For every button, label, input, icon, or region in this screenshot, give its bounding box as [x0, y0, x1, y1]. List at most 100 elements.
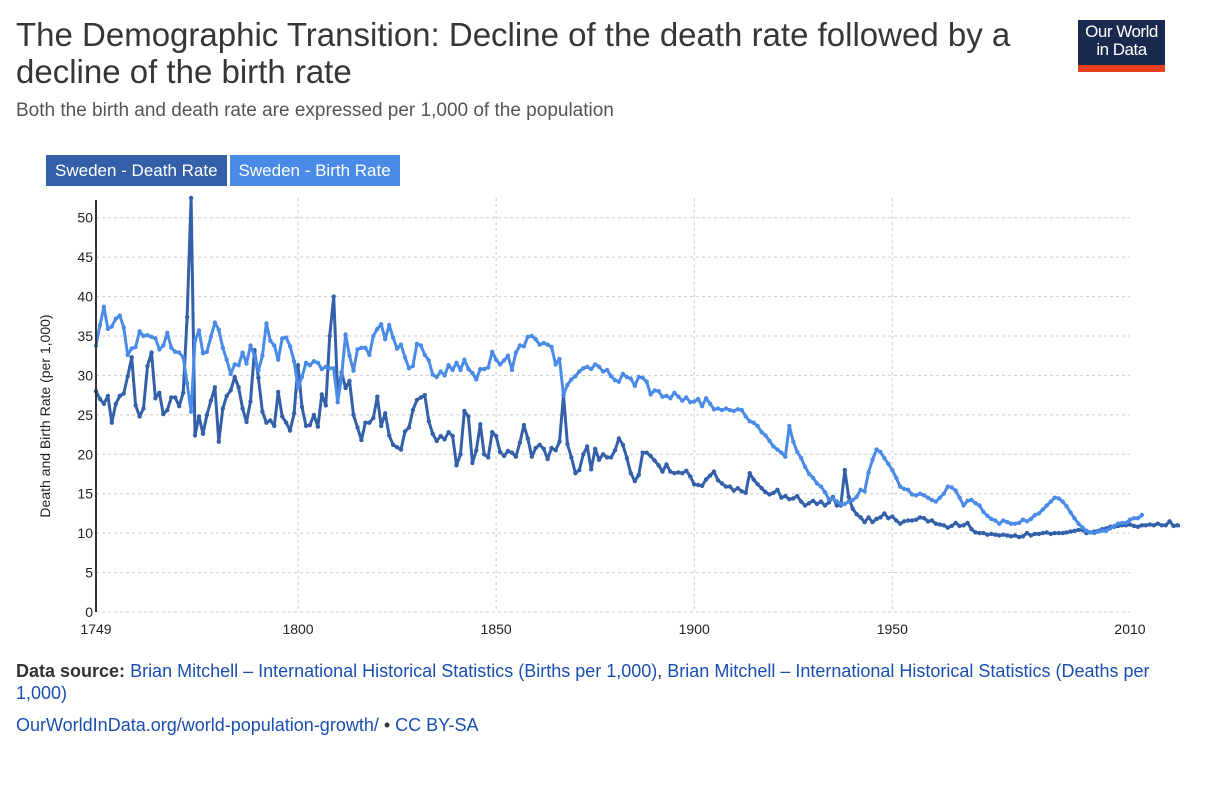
data-point-death[interactable] [1008, 534, 1014, 539]
data-point-death[interactable] [383, 411, 388, 416]
data-point-birth[interactable] [272, 343, 277, 348]
data-point-death[interactable] [1036, 531, 1042, 537]
data-point-death[interactable] [1171, 523, 1176, 529]
data-point-death[interactable] [545, 456, 550, 462]
data-point-birth[interactable] [929, 497, 935, 503]
data-point-death[interactable] [355, 425, 360, 430]
data-point-death[interactable] [291, 411, 297, 416]
data-point-death[interactable] [141, 406, 146, 411]
data-point-birth[interactable] [406, 366, 412, 371]
data-point-death[interactable] [1048, 531, 1054, 537]
data-point-birth[interactable] [882, 456, 887, 461]
data-point-death[interactable] [299, 404, 305, 410]
data-point-death[interactable] [216, 439, 221, 444]
data-point-death[interactable] [188, 195, 194, 201]
data-point-birth[interactable] [589, 366, 594, 372]
data-point-birth[interactable] [458, 367, 463, 373]
data-point-birth[interactable] [699, 404, 705, 409]
data-point-death[interactable] [161, 411, 166, 417]
license-link[interactable]: CC BY-SA [395, 715, 479, 735]
data-point-birth[interactable] [600, 369, 606, 374]
data-point-birth[interactable] [735, 407, 740, 412]
data-point-birth[interactable] [517, 343, 523, 348]
data-point-birth[interactable] [529, 333, 534, 339]
data-point-death[interactable] [173, 395, 178, 400]
data-point-death[interactable] [1052, 530, 1057, 536]
data-point-birth[interactable] [422, 352, 427, 358]
data-point-death[interactable] [818, 499, 824, 504]
data-point-birth[interactable] [771, 444, 776, 449]
data-point-birth[interactable] [561, 392, 566, 398]
data-point-death[interactable] [814, 501, 820, 507]
data-point-birth[interactable] [620, 371, 626, 377]
data-point-birth[interactable] [470, 370, 475, 376]
data-point-birth[interactable] [442, 373, 447, 378]
data-point-death[interactable] [719, 481, 725, 486]
data-point-birth[interactable] [1016, 520, 1022, 526]
data-point-death[interactable] [228, 388, 233, 393]
data-point-death[interactable] [632, 478, 637, 484]
data-point-death[interactable] [149, 350, 154, 355]
data-point-birth[interactable] [248, 343, 253, 348]
data-point-death[interactable] [909, 518, 915, 523]
data-point-birth[interactable] [125, 352, 130, 358]
data-point-birth[interactable] [161, 343, 166, 348]
data-point-birth[interactable] [1052, 495, 1057, 500]
data-point-death[interactable] [593, 446, 598, 451]
data-point-birth[interactable] [707, 401, 713, 406]
data-point-birth[interactable] [359, 345, 364, 350]
data-point-birth[interactable] [1072, 516, 1077, 521]
data-point-birth[interactable] [755, 423, 760, 429]
data-point-birth[interactable] [1135, 516, 1141, 521]
data-point-death[interactable] [363, 420, 368, 425]
data-point-death[interactable] [573, 471, 578, 476]
data-point-birth[interactable] [688, 400, 693, 405]
data-point-death[interactable] [268, 418, 273, 423]
data-point-birth[interactable] [200, 351, 206, 356]
data-point-death[interactable] [664, 462, 669, 467]
data-point-death[interactable] [557, 439, 562, 444]
data-point-birth[interactable] [1127, 517, 1133, 522]
data-point-birth[interactable] [596, 364, 602, 369]
data-point-birth[interactable] [414, 341, 420, 347]
data-point-birth[interactable] [842, 501, 847, 507]
data-point-death[interactable] [1179, 524, 1180, 528]
data-point-death[interactable] [925, 519, 931, 524]
data-point-birth[interactable] [291, 359, 297, 364]
data-point-death[interactable] [462, 408, 467, 414]
data-point-birth[interactable] [997, 521, 1002, 526]
data-point-death[interactable] [165, 407, 170, 413]
data-point-death[interactable] [426, 419, 431, 424]
data-point-birth[interactable] [787, 423, 792, 429]
data-point-death[interactable] [775, 487, 780, 492]
data-point-death[interactable] [367, 420, 372, 425]
data-point-birth[interactable] [141, 333, 146, 339]
data-point-birth[interactable] [1088, 530, 1093, 535]
data-point-birth[interactable] [513, 350, 519, 355]
data-point-death[interactable] [810, 498, 816, 503]
data-point-death[interactable] [1064, 530, 1069, 535]
data-point-death[interactable] [529, 454, 534, 459]
data-point-birth[interactable] [802, 464, 808, 470]
data-point-birth[interactable] [478, 366, 483, 372]
page-url-link[interactable]: OurWorldInData.org/world-population-grow… [16, 715, 379, 735]
owid-logo[interactable]: Our World in Data [1078, 20, 1165, 72]
data-point-birth[interactable] [1080, 525, 1085, 530]
data-point-death[interactable] [913, 517, 919, 522]
data-point-death[interactable] [652, 458, 657, 463]
data-point-birth[interactable] [331, 366, 336, 371]
data-point-birth[interactable] [925, 495, 931, 500]
data-point-birth[interactable] [394, 346, 400, 351]
data-point-birth[interactable] [553, 362, 558, 367]
data-point-birth[interactable] [1084, 528, 1089, 533]
data-point-death[interactable] [902, 519, 907, 524]
data-point-death[interactable] [585, 444, 590, 449]
data-point-birth[interactable] [779, 450, 784, 455]
data-point-death[interactable] [307, 422, 313, 428]
data-point-death[interactable] [181, 390, 186, 395]
data-point-death[interactable] [949, 523, 954, 529]
data-point-birth[interactable] [1115, 521, 1121, 526]
data-point-birth[interactable] [941, 491, 946, 496]
data-point-birth[interactable] [224, 357, 229, 362]
data-point-death[interactable] [763, 489, 768, 495]
